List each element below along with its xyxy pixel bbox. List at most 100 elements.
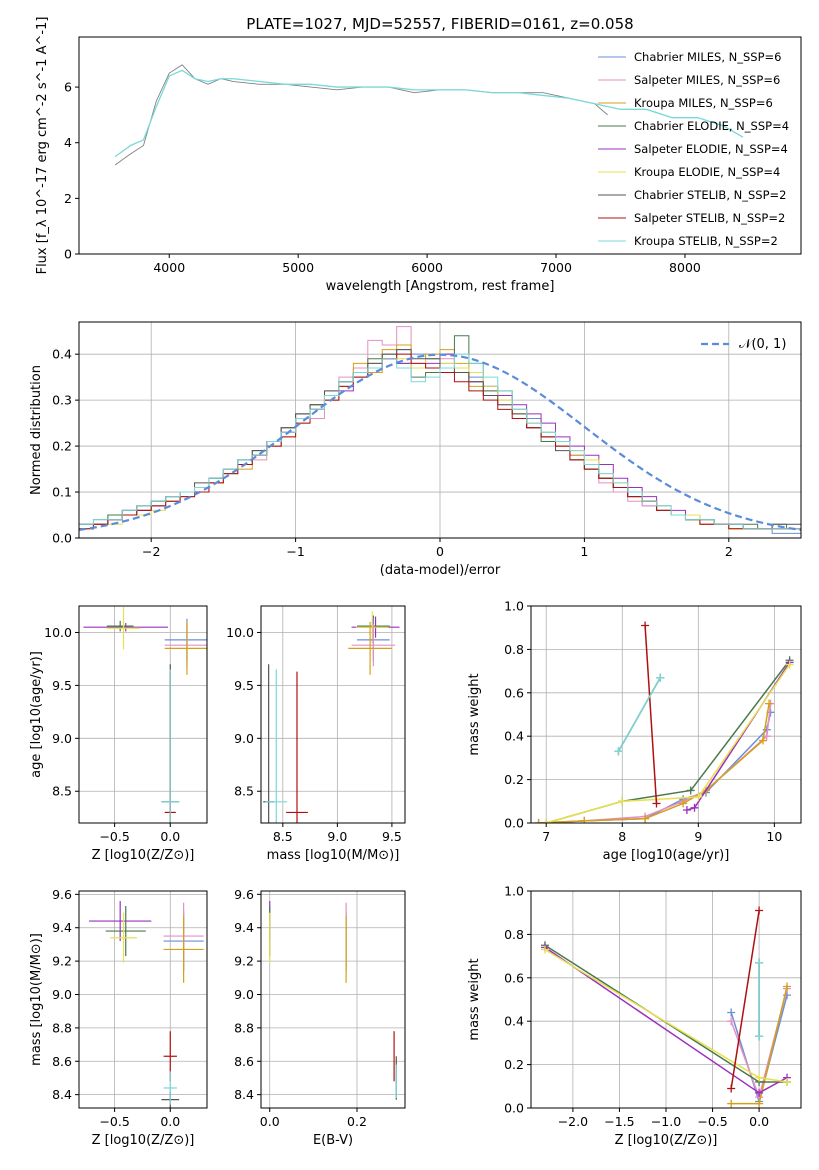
grid bbox=[531, 605, 801, 824]
point-marker bbox=[694, 792, 703, 801]
point-marker bbox=[727, 1099, 736, 1108]
errorbar-point bbox=[348, 621, 392, 675]
legend-label: Salpeter STELIB, N_SSP=2 bbox=[634, 211, 785, 225]
plot-area bbox=[540, 906, 792, 1108]
spectrum-line-data bbox=[114, 64, 608, 166]
legend-label: Salpeter ELODIE, N_SSP=4 bbox=[634, 142, 788, 156]
errorbar-point bbox=[89, 901, 152, 942]
grid bbox=[261, 606, 405, 823]
point-marker bbox=[540, 945, 549, 954]
y-tick-label: 9.4 bbox=[234, 920, 254, 935]
chart-weight-vs-age: 7 8 9 10 0.0 0.2 0.4 0.6 0.8 1.0 age [log10(age/yr… bbox=[467, 599, 802, 863]
x-tick-label: −2 bbox=[142, 544, 160, 559]
y-tick-label: 0.8 bbox=[504, 927, 524, 942]
point-marker bbox=[727, 1084, 736, 1093]
y-tick-label: 9.2 bbox=[234, 954, 254, 969]
y-tick-label: 0.3 bbox=[52, 393, 72, 408]
chart-age-vs-Z: −0.5 0.0 8.5 9.0 9.5 10.0 Z [log10(Z/Z⊙)] age [… bbox=[29, 605, 208, 863]
y-tick-label: 10.0 bbox=[226, 625, 254, 640]
legend: Chabrier MILES, N_SSP=6 Salpeter MILES, N… bbox=[598, 50, 789, 248]
x-tick-label: 1 bbox=[580, 544, 588, 559]
errorbar-point bbox=[106, 620, 134, 632]
y-tick-label: 0.4 bbox=[52, 347, 72, 362]
point-marker bbox=[785, 660, 794, 669]
y-tick-label: 8.5 bbox=[52, 784, 72, 799]
errorbar-point bbox=[355, 611, 389, 644]
x-axis-label: Z [log10(Z/Z⊙)] bbox=[92, 848, 195, 863]
point-marker bbox=[641, 814, 650, 823]
x-tick-label: 0.2 bbox=[347, 1114, 367, 1129]
y-tick-label: 9.5 bbox=[52, 678, 72, 693]
plot-area bbox=[263, 611, 400, 823]
y-tick-label: 9.4 bbox=[52, 920, 72, 935]
y-tick-label: 9.5 bbox=[234, 678, 254, 693]
y-tick-label: 0.6 bbox=[504, 685, 524, 700]
x-tick-label: 2 bbox=[725, 544, 733, 559]
y-tick-label: 8.6 bbox=[234, 1054, 254, 1069]
x-tick-label: 8000 bbox=[669, 260, 701, 275]
point-marker bbox=[755, 1073, 764, 1082]
errorbar-point bbox=[106, 607, 141, 650]
y-tick-label: 9.0 bbox=[52, 731, 72, 746]
y-tick-label: 0.0 bbox=[52, 531, 72, 546]
axes-frame bbox=[78, 321, 802, 539]
point-marker bbox=[534, 819, 543, 823]
y-axis-label: Flux [f_λ 10^-17 erg cm^-2 s^-1 A^-1] bbox=[35, 17, 50, 275]
y-tick-label: 8.4 bbox=[52, 1087, 72, 1102]
weight-line bbox=[730, 910, 760, 1089]
plot-area bbox=[79, 326, 801, 534]
axes-frame bbox=[530, 605, 802, 824]
point-marker bbox=[580, 816, 589, 823]
errorbar-point bbox=[163, 916, 204, 983]
y-tick-label: 1.0 bbox=[504, 599, 524, 614]
y-tick-label: 0.2 bbox=[504, 772, 524, 787]
legend-label: Kroupa ELODIE, N_SSP=4 bbox=[634, 165, 780, 179]
errorbar-point bbox=[164, 621, 207, 675]
legend-label: Kroupa MILES, N_SSP=6 bbox=[634, 96, 773, 110]
grid bbox=[531, 890, 801, 1109]
point-marker bbox=[783, 982, 792, 991]
y-tick-label: 0.4 bbox=[504, 729, 524, 744]
chart-spectrum: 4000 5000 6000 7000 8000 0 2 4 6 wavelength [Angs… bbox=[35, 17, 802, 294]
errorbar-point bbox=[161, 669, 180, 823]
point-marker bbox=[765, 699, 774, 708]
point-marker bbox=[690, 803, 699, 812]
x-tick-label: 0.0 bbox=[749, 1114, 769, 1129]
plot-area bbox=[89, 901, 204, 1108]
histogram-Kroupa STELIB, N_SSP=2 bbox=[79, 353, 801, 530]
y-tick-label: 2 bbox=[64, 191, 72, 206]
x-axis-label: E(B-V) bbox=[313, 1133, 353, 1148]
weight-line bbox=[617, 677, 661, 752]
axes-frame bbox=[260, 605, 406, 824]
spectrum-line-models bbox=[114, 69, 744, 158]
errorbar-point bbox=[286, 671, 308, 823]
x-tick-label: 0.0 bbox=[160, 829, 180, 844]
point-marker bbox=[682, 805, 691, 814]
x-axis-label: age [log10(age/yr)] bbox=[603, 848, 730, 863]
x-tick-label: 8 bbox=[618, 829, 626, 844]
y-tick-label: 8.4 bbox=[234, 1087, 254, 1102]
grid bbox=[79, 891, 207, 1108]
y-tick-label: 0.0 bbox=[504, 1101, 524, 1116]
legend-label: Salpeter MILES, N_SSP=6 bbox=[634, 73, 780, 87]
chart-mass-vs-Z: −0.5 0.0 8.4 8.6 8.8 9.0 9.2 9.4 9.6 Z [log10(Z/Z… bbox=[29, 887, 208, 1148]
point-marker bbox=[758, 736, 767, 745]
point-marker bbox=[542, 819, 551, 823]
plot-area bbox=[114, 64, 744, 166]
y-tick-label: 4 bbox=[64, 135, 72, 150]
point-marker bbox=[641, 621, 650, 630]
errorbar-point bbox=[351, 623, 396, 667]
figure-title: PLATE=1027, MJD=52557, FIBERID=0161, z=0… bbox=[246, 15, 633, 33]
axes-frame bbox=[530, 890, 802, 1109]
y-tick-label: 9.2 bbox=[52, 954, 72, 969]
x-axis-label: Z [log10(Z/Z⊙)] bbox=[92, 1133, 195, 1148]
y-tick-label: 8.5 bbox=[234, 784, 254, 799]
plot-area bbox=[534, 621, 794, 823]
y-axis-label: mass weight bbox=[467, 673, 482, 755]
x-tick-label: 7 bbox=[542, 829, 550, 844]
point-marker bbox=[727, 1017, 736, 1026]
plot-area bbox=[269, 901, 397, 1100]
x-tick-label: 10 bbox=[766, 829, 782, 844]
chart-residuals: −2 −1 0 1 2 0.0 0.1 0.2 0.3 0.4 (data-model)/error… bbox=[29, 321, 802, 578]
y-tick-label: 0.0 bbox=[504, 816, 524, 831]
